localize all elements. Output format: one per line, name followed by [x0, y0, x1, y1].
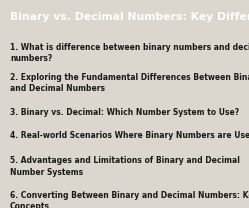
Text: 2. Exploring the Fundamental Differences Between Binary
and Decimal Numbers: 2. Exploring the Fundamental Differences…	[10, 73, 249, 93]
Text: 1. What is difference between binary numbers and decimal
numbers?: 1. What is difference between binary num…	[10, 43, 249, 63]
Text: 3. Binary vs. Decimal: Which Number System to Use?: 3. Binary vs. Decimal: Which Number Syst…	[10, 108, 239, 117]
Text: Binary vs. Decimal Numbers: Key Differences: Binary vs. Decimal Numbers: Key Differen…	[10, 12, 249, 22]
Text: 4. Real-world Scenarios Where Binary Numbers are Used: 4. Real-world Scenarios Where Binary Num…	[10, 131, 249, 140]
Text: 6. Converting Between Binary and Decimal Numbers: Key
Concepts: 6. Converting Between Binary and Decimal…	[10, 191, 249, 208]
Text: 5. Advantages and Limitations of Binary and Decimal
Number Systems: 5. Advantages and Limitations of Binary …	[10, 156, 240, 177]
